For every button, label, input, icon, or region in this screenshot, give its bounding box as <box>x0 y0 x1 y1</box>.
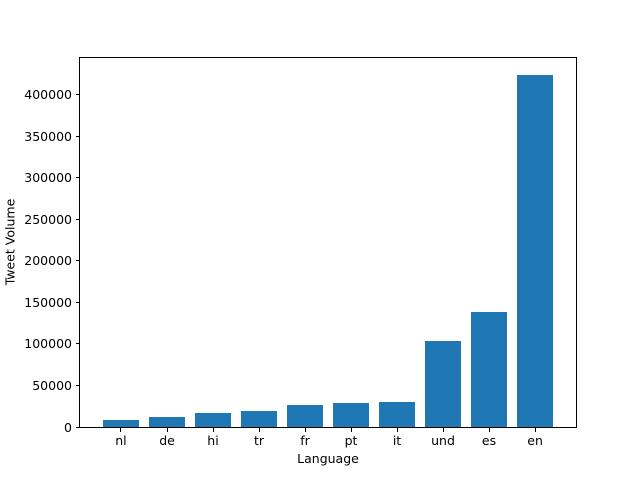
x-tick-label-en: en <box>527 433 543 448</box>
x-tick-label-de: de <box>159 433 175 448</box>
bar-hi <box>194 412 232 427</box>
y-tick-mark <box>75 343 79 345</box>
x-tick-label-pt: pt <box>344 433 358 448</box>
y-tick-label-400000: 400000 <box>24 87 72 103</box>
y-tick-label-150000: 150000 <box>24 294 72 310</box>
x-tick-mark <box>120 428 122 432</box>
y-tick-mark <box>75 135 79 137</box>
plot-area <box>79 57 577 428</box>
x-tick-mark <box>488 428 490 432</box>
x-tick-mark <box>350 428 352 432</box>
y-tick-label-0: 0 <box>64 419 72 435</box>
x-tick-label-hi: hi <box>207 433 219 448</box>
bar-en <box>516 74 554 427</box>
bar-pt <box>332 402 370 427</box>
x-tick-mark <box>442 428 444 432</box>
y-tick-mark <box>75 177 79 179</box>
bar-tr <box>240 410 278 427</box>
x-axis-label: Language <box>297 451 359 466</box>
y-tick-label-100000: 100000 <box>24 336 72 352</box>
y-tick-mark <box>75 260 79 262</box>
bar-de <box>148 416 186 427</box>
bar-fr <box>286 404 324 427</box>
bar-nl <box>102 419 140 427</box>
y-tick-label-350000: 350000 <box>24 128 72 144</box>
x-tick-label-nl: nl <box>115 433 127 448</box>
x-tick-label-und: und <box>431 433 455 448</box>
bar-und <box>424 341 462 427</box>
bar-es <box>470 311 508 427</box>
y-tick-label-300000: 300000 <box>24 170 72 186</box>
x-tick-label-fr: fr <box>300 433 310 448</box>
x-tick-label-it: it <box>392 433 402 448</box>
y-tick-label-50000: 50000 <box>32 377 72 393</box>
bar-it <box>378 401 416 427</box>
y-tick-mark <box>75 426 79 428</box>
y-tick-label-200000: 200000 <box>24 253 72 269</box>
y-tick-mark <box>75 218 79 220</box>
y-tick-mark <box>75 384 79 386</box>
x-tick-label-tr: tr <box>253 433 265 448</box>
x-tick-mark <box>258 428 260 432</box>
x-tick-mark <box>166 428 168 432</box>
x-tick-label-es: es <box>481 433 497 448</box>
x-tick-mark <box>534 428 536 432</box>
x-tick-mark <box>212 428 214 432</box>
x-tick-mark <box>396 428 398 432</box>
y-tick-mark <box>75 94 79 96</box>
x-tick-mark <box>304 428 306 432</box>
y-tick-label-250000: 250000 <box>24 211 72 227</box>
y-tick-mark <box>75 301 79 303</box>
